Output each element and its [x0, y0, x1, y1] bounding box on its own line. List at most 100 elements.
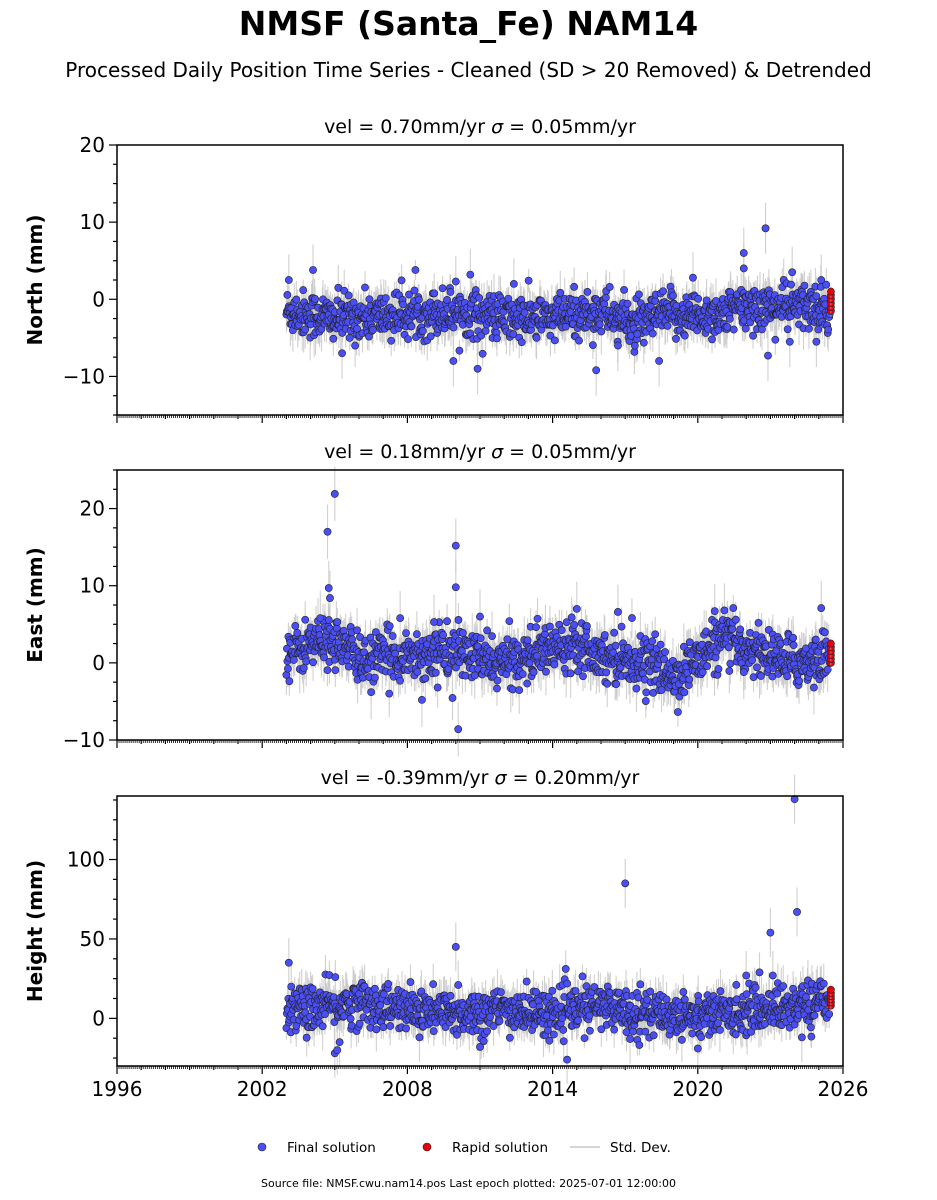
final-solution-point	[720, 606, 729, 615]
final-solution-point	[669, 291, 677, 300]
final-solution-point	[443, 296, 451, 304]
final-solution-point	[601, 293, 610, 302]
final-solution-point	[410, 286, 419, 295]
final-solution-point	[642, 688, 651, 697]
final-solution-point	[739, 668, 748, 677]
final-solution-point	[680, 688, 689, 697]
final-solution-point	[562, 618, 571, 626]
final-solution-point	[736, 625, 745, 634]
final-solution-point	[508, 685, 517, 694]
final-solution-point	[291, 622, 300, 630]
final-solution-point	[805, 324, 813, 333]
final-solution-point	[338, 349, 346, 358]
final-solution-point	[330, 490, 339, 498]
final-solution-point	[603, 679, 612, 688]
final-solution-point	[583, 622, 591, 630]
final-solution-point	[823, 665, 832, 674]
final-solution-point	[698, 668, 707, 677]
final-solution-point	[439, 631, 448, 639]
final-solution-point	[739, 264, 748, 273]
final-solution-point	[714, 665, 723, 673]
final-solution-point	[299, 664, 308, 672]
final-solution-point	[351, 341, 360, 350]
final-solution-point	[458, 629, 467, 637]
final-solution-point	[353, 626, 361, 635]
final-solution-point	[609, 648, 618, 657]
final-solution-point	[448, 694, 457, 702]
final-solution-point	[550, 660, 559, 669]
final-solution-point	[418, 327, 427, 335]
final-solution-point	[680, 331, 689, 340]
final-solution-point	[703, 662, 711, 671]
panel-title-sigma: = 0.05mm/yr	[503, 116, 636, 138]
final-solution-point	[632, 684, 641, 693]
final-solution-point	[561, 322, 570, 331]
y-tick-label: −10	[63, 364, 105, 388]
final-solution-point	[504, 294, 513, 303]
final-solution-point	[783, 672, 792, 681]
final-solution-point	[812, 292, 821, 301]
final-solution-point	[509, 279, 518, 288]
final-solution-point	[685, 675, 694, 684]
final-solution-point	[614, 341, 622, 350]
final-solution-point	[728, 625, 737, 634]
final-solution-point	[811, 635, 820, 644]
final-solution-point	[651, 630, 660, 639]
final-solution-point	[293, 628, 302, 637]
final-solution-point	[433, 683, 442, 692]
final-solution-point	[579, 672, 587, 681]
final-solution-point	[529, 668, 538, 676]
final-solution-point	[810, 683, 818, 692]
final-solution-point	[369, 325, 377, 334]
final-solution-point	[523, 679, 532, 688]
y-tick-label: 10	[80, 574, 105, 598]
final-solution-point	[617, 622, 626, 631]
final-solution-point	[449, 357, 458, 365]
final-solution-point	[340, 286, 349, 295]
final-solution-point	[418, 695, 426, 704]
final-solution-point	[628, 614, 636, 622]
final-solution-point	[764, 351, 772, 360]
final-solution-point	[316, 614, 325, 623]
final-solution-point	[556, 288, 565, 297]
final-solution-point	[461, 671, 470, 680]
final-solution-point	[694, 294, 703, 303]
y-axis-label: North (mm)	[23, 214, 47, 345]
final-solution-point	[324, 584, 333, 592]
final-solution-point	[414, 295, 423, 304]
final-solution-point	[533, 614, 542, 623]
final-solution-point	[493, 676, 502, 685]
final-solution-point	[575, 336, 583, 345]
final-solution-point	[729, 604, 738, 612]
final-solution-point	[385, 622, 394, 630]
final-solution-point	[402, 629, 410, 638]
final-solution-point	[545, 622, 554, 631]
final-solution-point	[567, 613, 576, 622]
final-solution-point	[723, 323, 732, 331]
final-solution-point	[633, 330, 642, 338]
final-solution-point	[659, 287, 667, 296]
final-solution-point	[517, 338, 526, 347]
y-tick-label: 0	[92, 287, 105, 311]
final-solution-point	[397, 276, 406, 285]
final-solution-point	[348, 635, 357, 644]
final-solution-point	[566, 669, 575, 678]
final-solution-point	[323, 527, 332, 536]
final-solution-point	[438, 284, 447, 293]
final-solution-point	[320, 653, 328, 662]
y-axis-label: East (mm)	[23, 547, 47, 663]
final-solution-point	[356, 633, 364, 641]
final-solution-point	[600, 631, 609, 639]
final-solution-point	[509, 330, 518, 339]
final-solution-point	[710, 607, 719, 616]
final-solution-point	[753, 663, 761, 672]
final-solution-point	[515, 686, 524, 695]
final-solution-point	[283, 664, 292, 673]
final-solution-point	[771, 335, 780, 344]
final-solution-point	[639, 338, 648, 347]
final-solution-point	[592, 366, 601, 375]
final-solution-point	[326, 594, 334, 602]
final-solution-point	[656, 640, 665, 649]
final-solution-point	[817, 604, 826, 612]
final-solution-point	[588, 341, 597, 350]
